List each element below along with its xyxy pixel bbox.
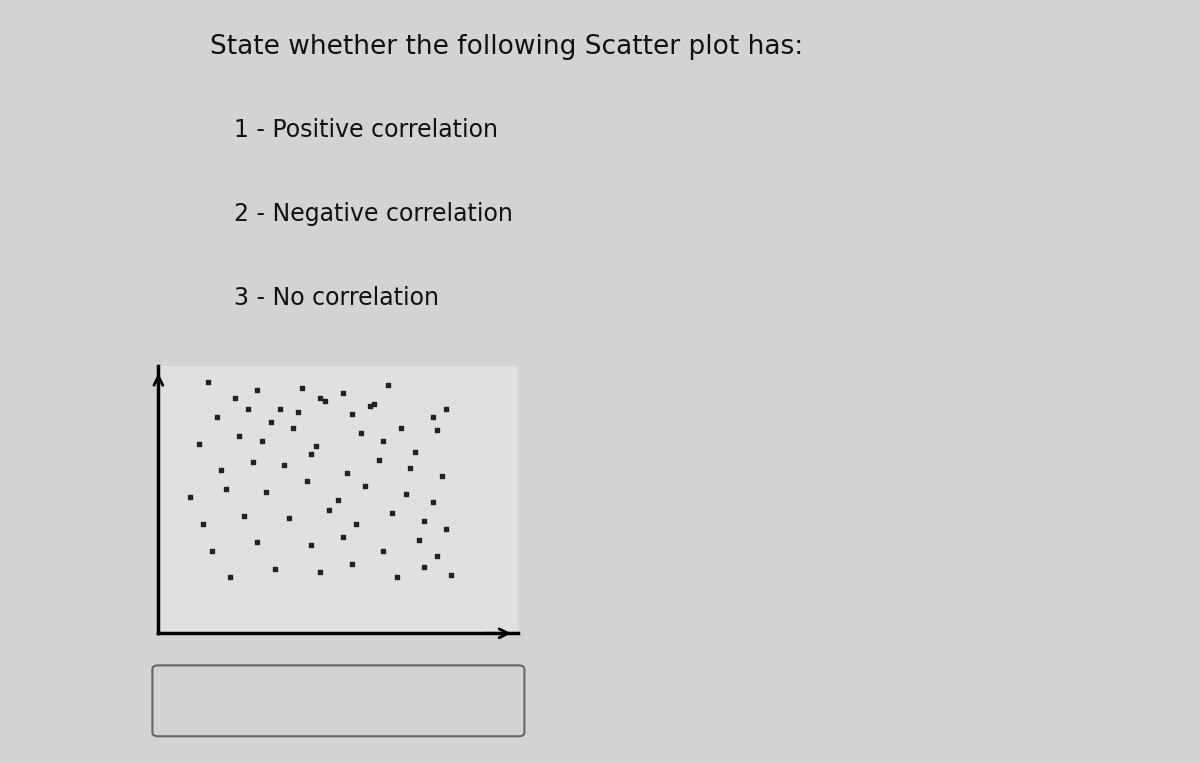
Point [338, 467, 358, 479]
Point [365, 398, 384, 410]
Point [226, 392, 245, 404]
Point [442, 568, 461, 581]
Point [319, 504, 340, 517]
Point [302, 539, 322, 551]
Point [432, 469, 451, 482]
Point [302, 448, 322, 460]
Point [288, 406, 307, 418]
Point [221, 571, 240, 583]
Point [396, 488, 415, 501]
Point [437, 523, 456, 536]
Text: 3 - No correlation: 3 - No correlation [234, 286, 439, 310]
Point [370, 453, 389, 465]
Point [329, 494, 348, 506]
Point [203, 545, 222, 557]
Point [311, 392, 330, 404]
Point [252, 435, 271, 447]
Point [248, 384, 268, 397]
Point [270, 403, 289, 415]
Point [298, 475, 317, 488]
Point [234, 510, 253, 522]
Point [437, 403, 456, 415]
Point [347, 518, 366, 530]
Point [374, 435, 394, 447]
Point [293, 382, 312, 394]
Text: 2 - Negative correlation: 2 - Negative correlation [234, 202, 512, 226]
Point [392, 421, 412, 433]
Point [248, 536, 268, 549]
Point [257, 486, 276, 498]
Point [414, 560, 433, 572]
Point [180, 491, 199, 504]
Point [378, 378, 397, 391]
Point [427, 424, 446, 436]
Point [190, 438, 209, 450]
Point [414, 515, 433, 527]
Point [216, 483, 235, 495]
Point [334, 387, 353, 399]
Text: State whether the following Scatter plot has:: State whether the following Scatter plot… [210, 34, 803, 60]
Point [424, 410, 443, 423]
Point [280, 513, 299, 525]
Point [383, 507, 402, 519]
Point [306, 440, 325, 452]
Text: 1 - Positive correlation: 1 - Positive correlation [234, 118, 498, 142]
Point [388, 571, 407, 583]
Point [374, 545, 394, 557]
Point [352, 427, 371, 439]
Point [342, 408, 361, 420]
Point [316, 395, 335, 407]
Point [230, 430, 250, 442]
Point [194, 518, 214, 530]
Point [360, 400, 379, 412]
Point [355, 481, 374, 493]
Point [239, 403, 258, 415]
Point [262, 417, 281, 429]
Point [334, 531, 353, 543]
Point [424, 496, 443, 508]
Point [311, 566, 330, 578]
Point [244, 456, 263, 468]
Point [212, 464, 232, 476]
Point [198, 376, 217, 388]
Point [342, 558, 361, 570]
Point [409, 534, 430, 546]
Point [275, 459, 294, 471]
Point [283, 421, 302, 433]
Point [266, 563, 286, 575]
Point [427, 549, 446, 562]
Point [406, 446, 425, 458]
Point [401, 462, 420, 474]
Point [208, 410, 227, 423]
